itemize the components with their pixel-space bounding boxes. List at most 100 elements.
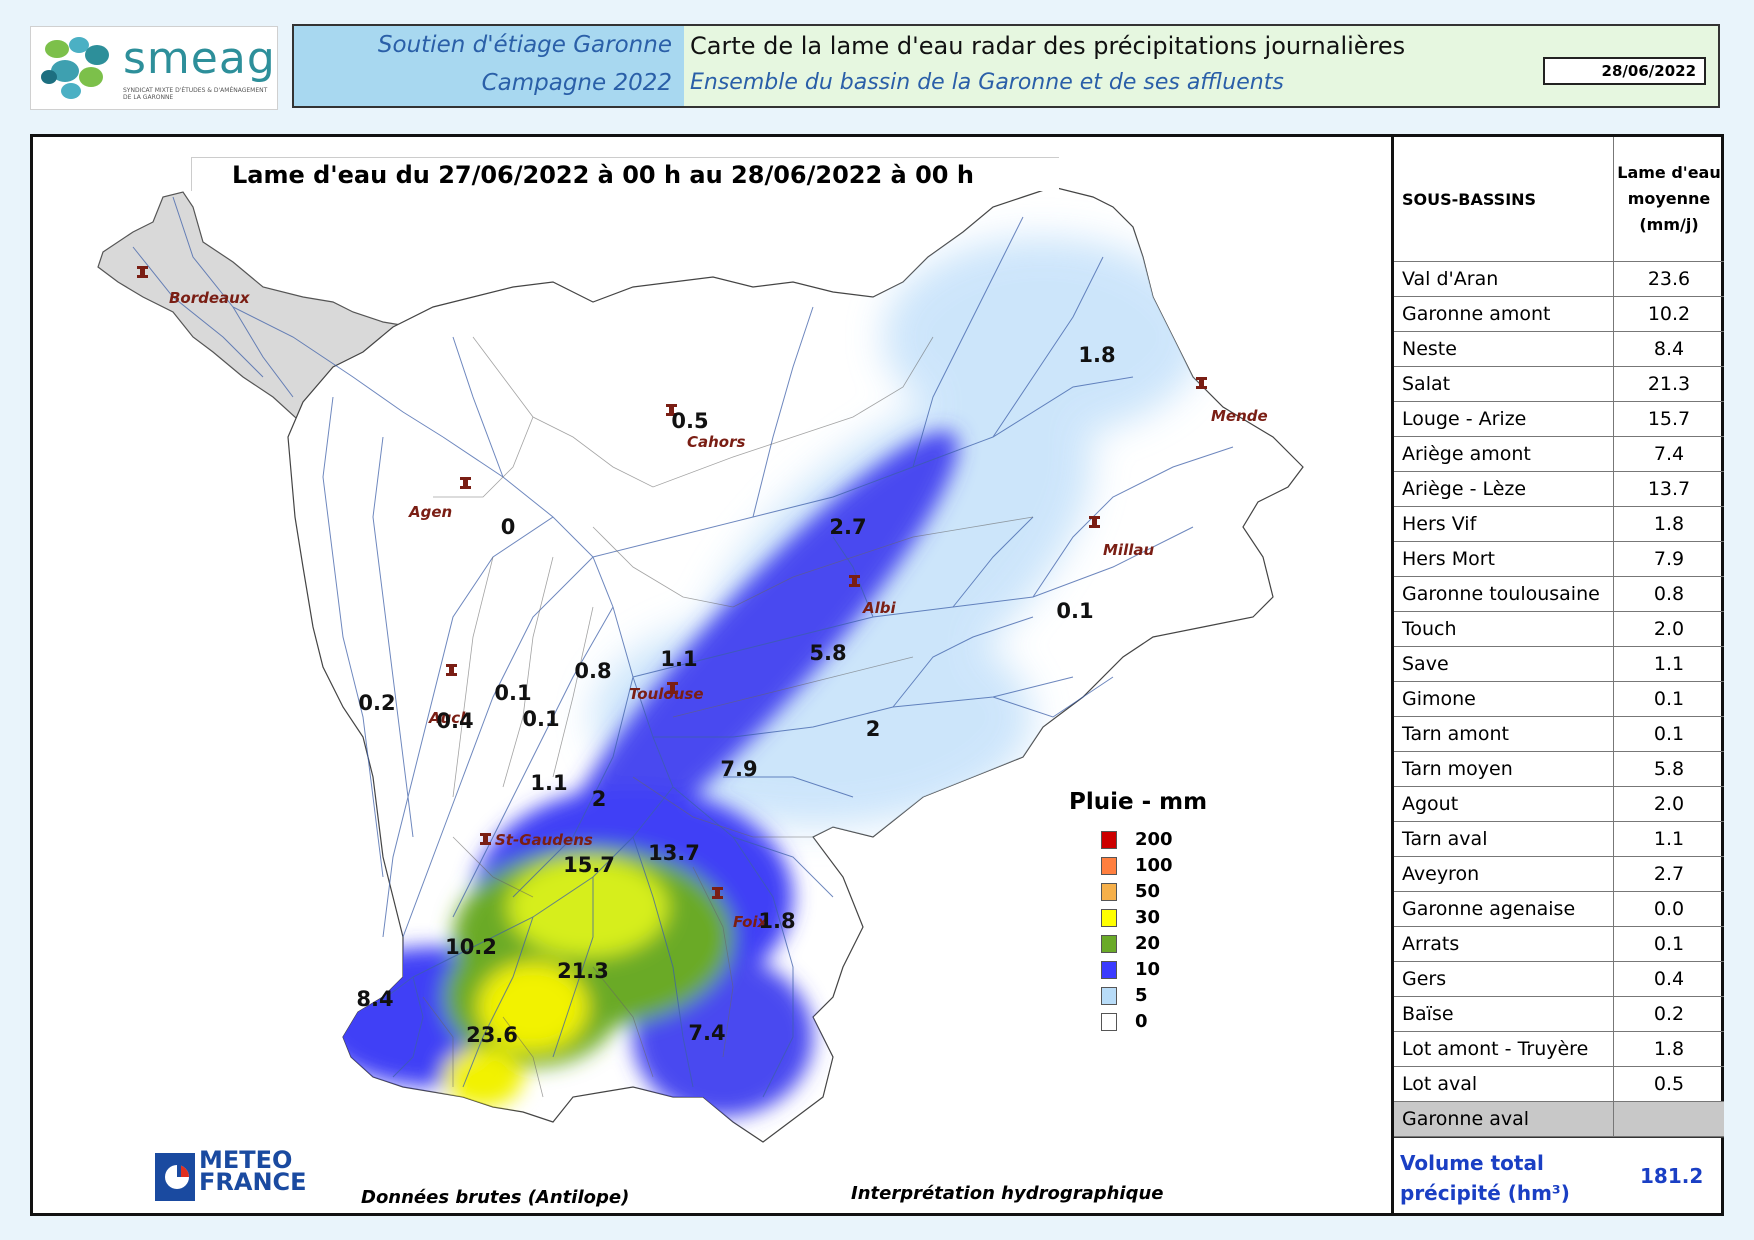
legend-swatch: [1101, 831, 1117, 849]
table-row: Tarn amont 0.1: [1394, 716, 1724, 752]
row-name: Agout: [1394, 786, 1614, 822]
legend-item: 0: [1101, 1009, 1301, 1035]
legend-swatch: [1101, 883, 1117, 901]
subbasin-table: SOUS-BASSINS Lame d'eau moyenne (mm/j) V…: [1391, 137, 1724, 1213]
map-value-hers-vif: 1.8: [758, 909, 796, 933]
header-left-panel: Soutien d'étiage Garonne Campagne 2022: [294, 26, 684, 106]
map-value-tarn-amont: 0.1: [1056, 599, 1094, 623]
data-source-label: Données brutes (Antilope): [361, 1187, 630, 1208]
legend-label: 200: [1135, 829, 1173, 850]
legend-label: 0: [1135, 1011, 1148, 1032]
logo-word: smeag: [123, 33, 276, 84]
map-value-louge-arize: 15.7: [563, 853, 615, 877]
logo-subtitle: SYNDICAT MIXTE D'ÉTUDES & D'AMÉNAGEMENT …: [123, 87, 268, 101]
row-name: Gers: [1394, 961, 1614, 997]
map-value-baise: 0.2: [358, 691, 396, 715]
legend-label: 5: [1135, 985, 1148, 1006]
table-header-row: SOUS-BASSINS Lame d'eau moyenne (mm/j): [1394, 137, 1724, 262]
table-row: Aveyron 2.7: [1394, 856, 1724, 892]
row-value: 13.7: [1613, 471, 1724, 507]
city-millau: Millau: [1103, 541, 1155, 559]
main-panel: Lame d'eau du 27/06/2022 à 00 h au 28/06…: [30, 134, 1724, 1216]
header-banner: Soutien d'étiage Garonne Campagne 2022 C…: [292, 24, 1720, 108]
map-value-lot-amont: 1.8: [1078, 343, 1116, 367]
row-name: Garonne amont: [1394, 296, 1614, 332]
row-value: 2.7: [1613, 856, 1724, 892]
row-name: Lot aval: [1394, 1066, 1614, 1102]
legend-swatch: [1101, 935, 1117, 953]
legend-label: 100: [1135, 855, 1173, 876]
header-left-line2: Campagne 2022: [481, 70, 672, 96]
table-row: Louge - Arize 15.7: [1394, 401, 1724, 437]
table-row: Save 1.1: [1394, 646, 1724, 682]
smeag-logo: smeag SYNDICAT MIXTE D'ÉTUDES & D'AMÉNAG…: [30, 26, 278, 110]
row-value: 1.8: [1613, 1031, 1724, 1067]
row-name: Hers Mort: [1394, 541, 1614, 577]
map-value-tarn-aval: 1.1: [660, 647, 698, 671]
smeag-logo-icon: [41, 37, 109, 99]
map-value-arrats: 0.1: [522, 707, 560, 731]
city-foix: Foix: [733, 913, 768, 931]
row-value: 1.1: [1613, 821, 1724, 857]
map-value-gimone: 0.1: [494, 681, 532, 705]
table-row: Garonne aval: [1394, 1101, 1724, 1137]
row-name: Arrats: [1394, 926, 1614, 962]
table-header-line: moyenne: [1627, 189, 1711, 208]
map-value-val-daran: 23.6: [466, 1023, 518, 1047]
row-name: Touch: [1394, 611, 1614, 647]
row-value: 10.2: [1613, 296, 1724, 332]
legend-label: 30: [1135, 907, 1161, 928]
row-name: Ariège - Lèze: [1394, 471, 1614, 507]
row-name: Garonne toulousaine: [1394, 576, 1614, 612]
meteo-france-logo-line2: FRANCE: [199, 1168, 307, 1196]
subbasin-boundaries: [422, 336, 1034, 1098]
legend-title: Pluie - mm: [1069, 789, 1208, 815]
row-value: 2.0: [1613, 611, 1724, 647]
table-row: Tarn moyen 5.8: [1394, 751, 1724, 787]
row-value: 0.4: [1613, 961, 1724, 997]
legend-swatch: [1101, 1013, 1117, 1031]
city-auch: Auch: [429, 709, 471, 727]
legend-swatch: [1101, 987, 1117, 1005]
city-bordeaux: Bordeaux: [169, 289, 250, 307]
city-mende: Mende: [1211, 407, 1268, 425]
table-row: Garonne amont 10.2: [1394, 296, 1724, 332]
table-row: Val d'Aran 23.6: [1394, 261, 1724, 297]
legend-item: 100: [1101, 853, 1301, 879]
legend-label: 50: [1135, 881, 1161, 902]
map-value-aveyron: 2.7: [829, 515, 867, 539]
row-value: 0.1: [1613, 716, 1724, 752]
row-value: [1613, 1101, 1724, 1137]
meteo-france-logo-line1: METEO: [199, 1146, 293, 1174]
row-name: Val d'Aran: [1394, 261, 1614, 297]
row-value: 2.0: [1613, 786, 1724, 822]
row-value: 0.0: [1613, 891, 1724, 927]
row-name: Ariège amont: [1394, 436, 1614, 472]
table-row: Gimone 0.1: [1394, 681, 1724, 717]
map-value-hers-mort: 7.9: [720, 757, 758, 781]
table-row: Tarn aval 1.1: [1394, 821, 1724, 857]
interpretation-label: Interprétation hydrographique: [851, 1183, 1164, 1204]
table-row: Garonne agenaise 0.0: [1394, 891, 1724, 927]
header-title: Carte de la lame d'eau radar des précipi…: [690, 32, 1406, 60]
row-name: Tarn aval: [1394, 821, 1614, 857]
map-value-lot-aval: 0.5: [671, 409, 709, 433]
legend-item: 20: [1101, 931, 1301, 957]
city-pins: [137, 266, 1207, 899]
map-value-agout: 2: [865, 717, 881, 741]
map-value-ariege-amont: 7.4: [688, 1021, 726, 1045]
row-value: 21.3: [1613, 366, 1724, 402]
city-agen: Agen: [409, 503, 453, 521]
map-value-neste: 8.4: [356, 987, 394, 1011]
row-name: Gimone: [1394, 681, 1614, 717]
row-value: 15.7: [1613, 401, 1724, 437]
map-value-save: 1.1: [530, 771, 568, 795]
legend-item: 30: [1101, 905, 1301, 931]
row-value: 0.1: [1613, 681, 1724, 717]
total-volume-label-line2: précipité (hm³): [1400, 1181, 1570, 1205]
row-name: Garonne agenaise: [1394, 891, 1614, 927]
row-value: 0.5: [1613, 1066, 1724, 1102]
row-value: 1.1: [1613, 646, 1724, 682]
row-value: 1.8: [1613, 506, 1724, 542]
table-row: Touch 2.0: [1394, 611, 1724, 647]
